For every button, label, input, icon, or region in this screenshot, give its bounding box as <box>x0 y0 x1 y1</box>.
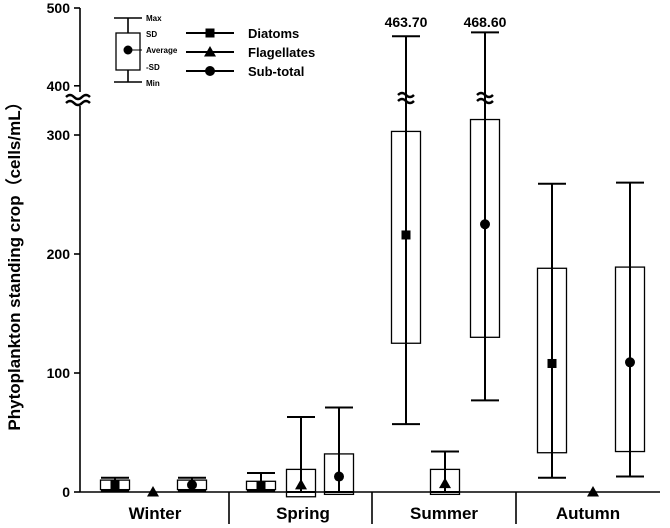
box-spring-subtotal <box>323 406 355 496</box>
mean-marker-triangle <box>295 478 307 490</box>
mean-marker-triangle <box>587 486 599 497</box>
mean-marker-triangle <box>147 486 159 497</box>
sd-box <box>390 130 422 344</box>
y-tick-label: 400 <box>47 78 71 94</box>
max-value-label: 468.60 <box>464 14 507 30</box>
legend-label: Diatoms <box>248 26 299 41</box>
box-summer-diatoms: 463.70 <box>385 14 428 426</box>
sd-box <box>429 468 461 496</box>
y-tick-label: 500 <box>47 0 71 16</box>
box-autumn-flagellates <box>587 486 599 497</box>
box-winter-subtotal <box>176 476 208 492</box>
sd-box <box>323 453 355 496</box>
mean-marker-square <box>547 358 557 368</box>
mean-marker-circle <box>187 479 197 490</box>
legend-key-label: SD <box>146 30 157 39</box>
sd-box <box>536 267 568 454</box>
mean-marker-circle <box>205 66 215 76</box>
box-summer-subtotal: 468.60 <box>464 14 507 402</box>
legend: Max SD Average -SD Min Diatoms Flagellates Sub-… <box>114 14 315 88</box>
mean-marker-circle <box>625 357 635 368</box>
sd-box <box>614 266 646 453</box>
plot-frame <box>65 8 660 493</box>
mean-marker-triangle <box>439 477 451 489</box>
sd-box <box>285 468 317 498</box>
x-category-label: Summer <box>410 504 478 523</box>
sd-box <box>469 118 501 338</box>
sd-box <box>99 479 131 491</box>
y-tick-label: 0 <box>62 484 70 500</box>
mean-marker-square <box>110 480 120 490</box>
legend-label: Flagellates <box>248 45 315 60</box>
mean-marker-square <box>256 481 266 491</box>
mean-marker-triangle <box>204 46 216 57</box>
max-value-label: 463.70 <box>385 14 428 30</box>
legend-key-label: Average <box>146 46 178 55</box>
mean-marker-square <box>401 230 411 240</box>
x-category-label: Winter <box>129 504 182 523</box>
y-tick-label: 100 <box>47 365 71 381</box>
x-axis: Winter Spring Summer Autumn <box>129 492 620 524</box>
mean-marker-circle <box>480 219 490 230</box>
box-autumn-diatoms <box>536 182 568 479</box>
box-autumn-subtotal <box>614 181 646 478</box>
legend-label: Sub-total <box>248 64 304 79</box>
box-spring-flagellates <box>285 416 317 498</box>
mean-marker-square <box>205 28 215 38</box>
axis-break-mark <box>65 93 91 107</box>
box-spring-diatoms <box>245 471 277 492</box>
box-summer-flagellates <box>429 450 461 496</box>
y-axis-label: Phytoplankton standing crop（cells/mL） <box>4 93 24 430</box>
whisker-break-mark <box>397 91 415 105</box>
x-category-label: Autumn <box>556 504 620 523</box>
y-tick-label: 300 <box>47 127 71 143</box>
legend-key-label: -SD <box>146 63 160 72</box>
whisker-break-mark <box>476 91 494 105</box>
legend-key-label: Max <box>146 14 162 23</box>
mean-marker-circle <box>334 471 344 482</box>
legend-key-label: Min <box>146 79 160 88</box>
box-winter-flagellates <box>147 486 159 497</box>
y-tick-label: 200 <box>47 246 71 262</box>
y-axis: 0 100 200 300 400 500 <box>47 0 80 500</box>
x-category-label: Spring <box>276 504 330 523</box>
boxes-layer: 463.70 468.60 <box>99 14 646 498</box>
box-winter-diatoms <box>99 476 131 492</box>
